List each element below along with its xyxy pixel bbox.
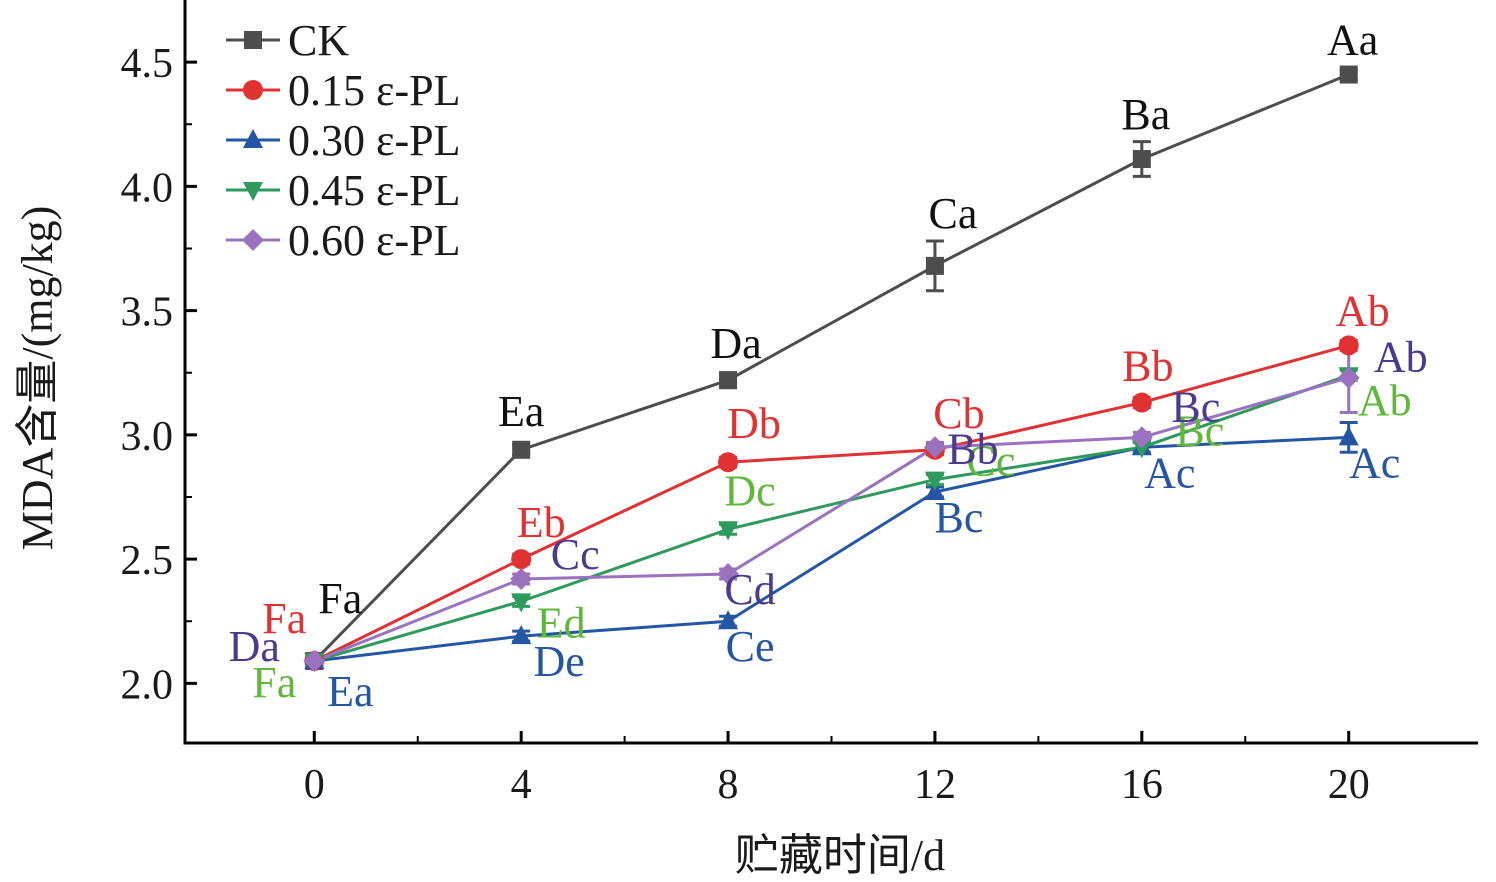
- data-point: [511, 625, 532, 645]
- point-label: Ed: [537, 598, 586, 647]
- legend: CK0.15 ε-PL0.30 ε-PL0.45 ε-PL0.60 ε-PL: [226, 16, 460, 265]
- series-line: [313, 343, 1350, 663]
- point-label: Ba: [1121, 90, 1170, 139]
- point-label: Da: [229, 622, 280, 671]
- data-point: [511, 549, 532, 570]
- point-label: Bb: [1122, 342, 1173, 391]
- legend-marker: [243, 182, 263, 201]
- x-tick-label: 12: [914, 762, 956, 808]
- point-label: Ab: [1358, 376, 1412, 425]
- point-label: Bc: [1171, 382, 1220, 431]
- data-point: [717, 563, 740, 586]
- legend-label: 0.15 ε-PL: [288, 66, 460, 115]
- error-bars: [512, 68, 1358, 643]
- point-label: Cc: [966, 437, 1015, 486]
- data-point: [1131, 439, 1152, 459]
- legend-marker: [243, 129, 263, 148]
- data-point: [303, 649, 326, 672]
- point-label: De: [534, 637, 585, 686]
- legend-label: 0.45 ε-PL: [288, 166, 460, 215]
- point-label: Eb: [517, 498, 566, 547]
- data-point: [1339, 65, 1358, 84]
- y-tick-label: 2.5: [121, 538, 174, 584]
- data-point: [1130, 426, 1153, 449]
- data-point: [923, 436, 946, 459]
- series-lines: [313, 73, 1350, 663]
- data-point: [719, 371, 738, 390]
- point-label: Aa: [1327, 16, 1378, 65]
- data-point: [925, 256, 944, 275]
- data-point: [1337, 366, 1360, 389]
- x-tick-label: 8: [718, 762, 739, 808]
- y-tick-label: 2.0: [121, 662, 174, 708]
- legend-label: 0.30 ε-PL: [288, 116, 460, 165]
- point-label: Fa: [318, 574, 362, 623]
- point-label: Ea: [498, 387, 544, 436]
- data-point: [924, 471, 945, 491]
- data-point: [511, 593, 532, 613]
- data-point: [510, 567, 533, 590]
- point-label: Bc: [934, 493, 983, 542]
- x-tick-label: 16: [1121, 762, 1163, 808]
- data-point: [512, 440, 531, 459]
- point-label: Dc: [724, 466, 775, 515]
- point-label: Ab: [1374, 333, 1428, 382]
- series-line: [314, 435, 1349, 663]
- y-tick-label: 4.0: [121, 165, 174, 211]
- legend-marker: [242, 229, 264, 251]
- data-point: [718, 452, 739, 473]
- axes: 0 4 8 12 16 20 2.0 2.5 3.0 3.5 4.0 4.5: [121, 0, 1478, 808]
- legend-marker: [244, 31, 262, 49]
- x-axis-title: 贮藏时间/d: [735, 831, 945, 880]
- data-point: [718, 610, 739, 630]
- point-label: Ca: [928, 189, 977, 238]
- point-label: Cc: [551, 530, 600, 579]
- y-tick-label: 4.5: [121, 41, 174, 87]
- point-label: Da: [710, 319, 761, 368]
- series-line: [313, 73, 1350, 663]
- data-point: [1132, 150, 1151, 169]
- y-axis-title: MDA含量/(mg/kg): [13, 206, 62, 551]
- data-point: [1338, 426, 1359, 446]
- y-tick-label: 3.0: [121, 414, 174, 460]
- x-tick-label: 4: [511, 762, 532, 808]
- legend-label: CK: [288, 16, 349, 65]
- point-label: Ab: [1336, 286, 1390, 335]
- point-label: Ce: [726, 622, 775, 671]
- data-point: [1338, 335, 1359, 356]
- point-label: Bc: [1175, 406, 1224, 455]
- point-label: Db: [727, 399, 781, 448]
- point-label: Bb: [947, 424, 998, 473]
- point-label: Fa: [252, 658, 296, 707]
- point-label: Cd: [724, 565, 775, 614]
- data-point: [1131, 392, 1152, 413]
- point-label: Cb: [933, 389, 984, 438]
- point-label: Fa: [262, 594, 306, 643]
- series-line: [313, 373, 1350, 663]
- data-point: [718, 521, 739, 541]
- y-tick-label: 3.5: [121, 290, 174, 336]
- legend-marker: [243, 80, 263, 100]
- point-label: Ac: [1349, 438, 1400, 487]
- series-markers: [303, 65, 1360, 672]
- x-tick-label: 0: [304, 762, 325, 808]
- point-label: Ac: [1144, 448, 1195, 497]
- series-line: [313, 376, 1350, 663]
- x-tick-label: 20: [1328, 762, 1370, 808]
- point-label: Ea: [327, 667, 373, 716]
- legend-label: 0.60 ε-PL: [288, 216, 460, 265]
